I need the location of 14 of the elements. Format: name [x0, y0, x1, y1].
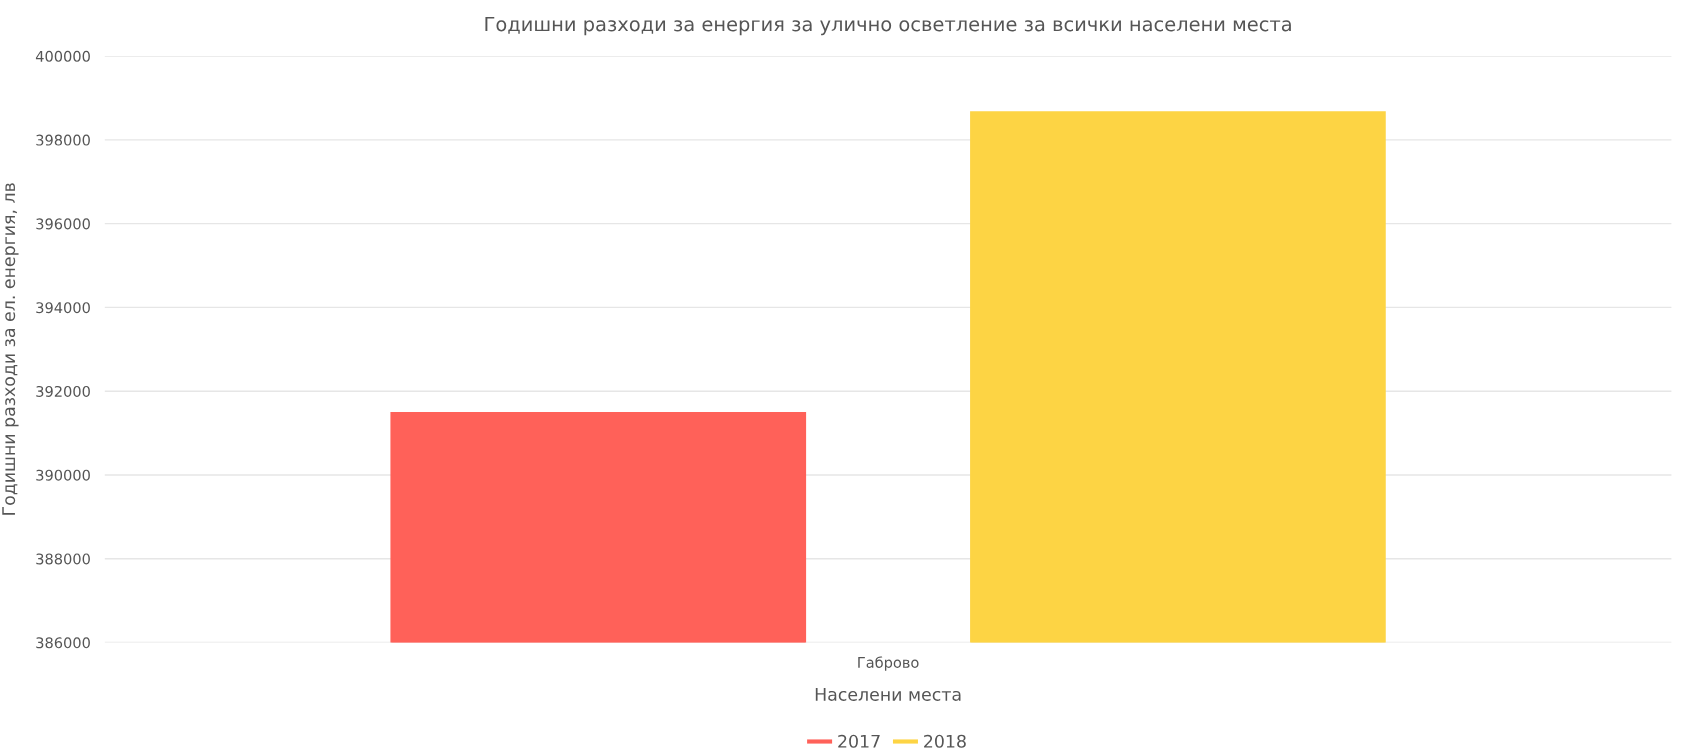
y-tick-label: 396000 — [36, 218, 90, 230]
y-tick-label: 388000 — [36, 553, 90, 565]
y-tick-label: 394000 — [36, 302, 90, 314]
x-axis-title: Населени места — [815, 687, 961, 701]
chart-title: Годишни разходи за енергия за улично осветление за всички населени места — [485, 16, 1291, 36]
y-tick-label: 392000 — [36, 385, 90, 397]
x-tick-label: Габрово — [858, 656, 919, 671]
y-axis-title: Годишни разходи за ел. енергия, лв — [2, 183, 19, 515]
legend-label: 2017 — [838, 734, 880, 748]
y-tick-label: 400000 — [35, 50, 90, 62]
y-tick-label: 390000 — [36, 469, 90, 481]
y-tick-label: 398000 — [36, 134, 90, 146]
legend-label: 2018 — [924, 734, 966, 748]
y-tick-label: 386000 — [36, 637, 90, 649]
